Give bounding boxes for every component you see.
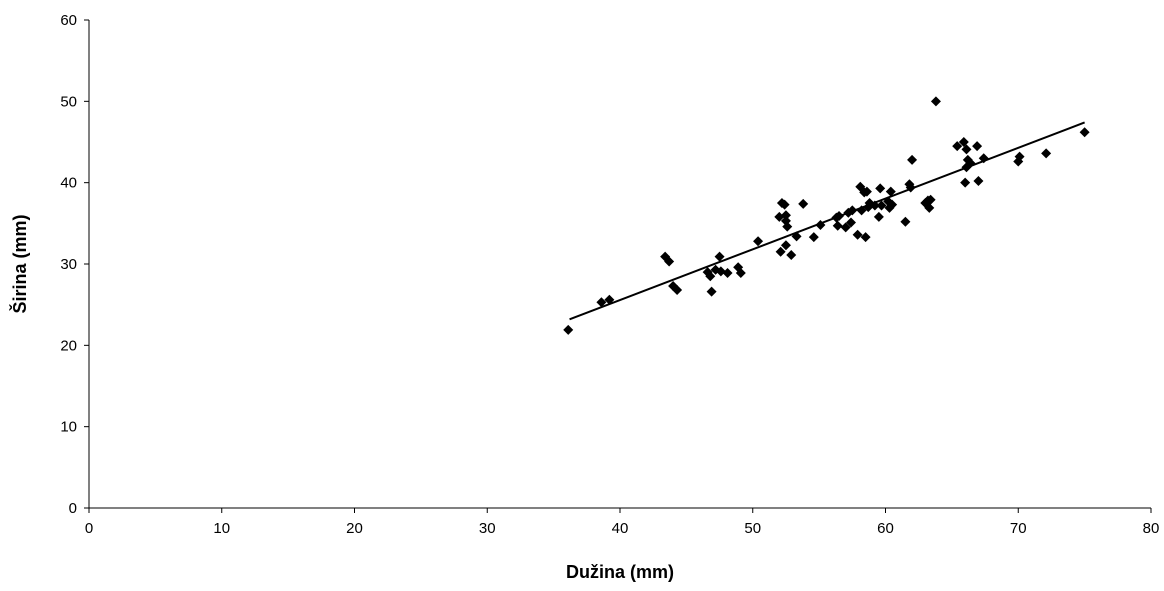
data-point: [779, 199, 790, 210]
data-point: [563, 324, 574, 335]
x-tick-label: 30: [479, 520, 496, 537]
data-point: [960, 177, 971, 188]
x-tick-label: 20: [346, 520, 363, 537]
data-point: [845, 217, 856, 228]
data-point: [952, 141, 963, 152]
x-tick-label: 60: [877, 520, 894, 537]
data-points: [563, 96, 1090, 335]
data-point: [961, 144, 972, 155]
x-tick-label: 0: [85, 520, 93, 537]
data-point: [840, 222, 851, 233]
data-point: [860, 232, 871, 243]
y-tick-label: 40: [60, 175, 77, 192]
data-point: [875, 183, 886, 194]
data-point: [735, 267, 746, 278]
y-axis-title: Širina (mm): [9, 214, 30, 313]
data-point: [847, 205, 858, 216]
x-axis-ticks: 0 10 20 30 40 50 60 70 80: [85, 508, 1160, 537]
data-point: [873, 211, 884, 222]
data-point: [1079, 127, 1090, 138]
data-point: [780, 240, 791, 251]
data-point: [798, 198, 809, 209]
x-tick-label: 10: [213, 520, 230, 537]
data-point: [972, 141, 983, 152]
data-point: [808, 232, 819, 243]
data-point: [973, 176, 984, 187]
data-point: [869, 200, 880, 211]
x-axis-title: Dužina (mm): [566, 562, 674, 582]
y-tick-label: 20: [60, 337, 77, 354]
x-tick-label: 40: [612, 520, 629, 537]
x-tick-label: 50: [744, 520, 761, 537]
data-point: [775, 246, 786, 257]
trendline-group: [569, 121, 1085, 321]
data-point: [774, 211, 785, 222]
data-point: [715, 266, 726, 277]
data-point: [905, 182, 916, 193]
data-point: [930, 96, 941, 107]
data-point: [907, 154, 918, 165]
data-point: [885, 186, 896, 197]
y-tick-label: 0: [69, 500, 77, 517]
data-point: [664, 256, 675, 267]
data-point: [925, 194, 936, 205]
data-point: [887, 199, 898, 210]
axes: [88, 20, 1151, 509]
x-tick-label: 70: [1010, 520, 1027, 537]
data-point: [706, 286, 717, 297]
y-tick-label: 50: [60, 93, 77, 110]
data-point: [722, 267, 733, 278]
data-point: [1041, 148, 1052, 159]
data-point: [815, 219, 826, 230]
data-point: [1014, 151, 1025, 162]
data-point: [596, 297, 607, 308]
y-tick-label: 10: [60, 419, 77, 436]
x-tick-label: 80: [1143, 520, 1160, 537]
y-tick-label: 60: [60, 12, 77, 29]
data-point: [876, 200, 887, 211]
data-point: [714, 251, 725, 262]
data-point: [791, 231, 802, 242]
data-point: [965, 158, 976, 169]
data-point: [861, 186, 872, 197]
y-tick-label: 30: [60, 256, 77, 273]
data-point: [782, 221, 793, 232]
data-point: [780, 210, 791, 221]
data-point: [924, 202, 935, 213]
data-point: [604, 294, 615, 305]
data-point: [978, 153, 989, 164]
data-point: [672, 285, 683, 296]
data-point: [852, 229, 863, 240]
data-point: [753, 236, 764, 247]
data-point: [900, 216, 911, 227]
data-point: [832, 220, 843, 231]
data-point: [705, 271, 716, 282]
data-point: [786, 250, 797, 261]
trendline: [569, 121, 1085, 321]
data-point: [834, 211, 845, 222]
y-axis-ticks: 0 10 20 30 40 50 60: [60, 12, 89, 517]
